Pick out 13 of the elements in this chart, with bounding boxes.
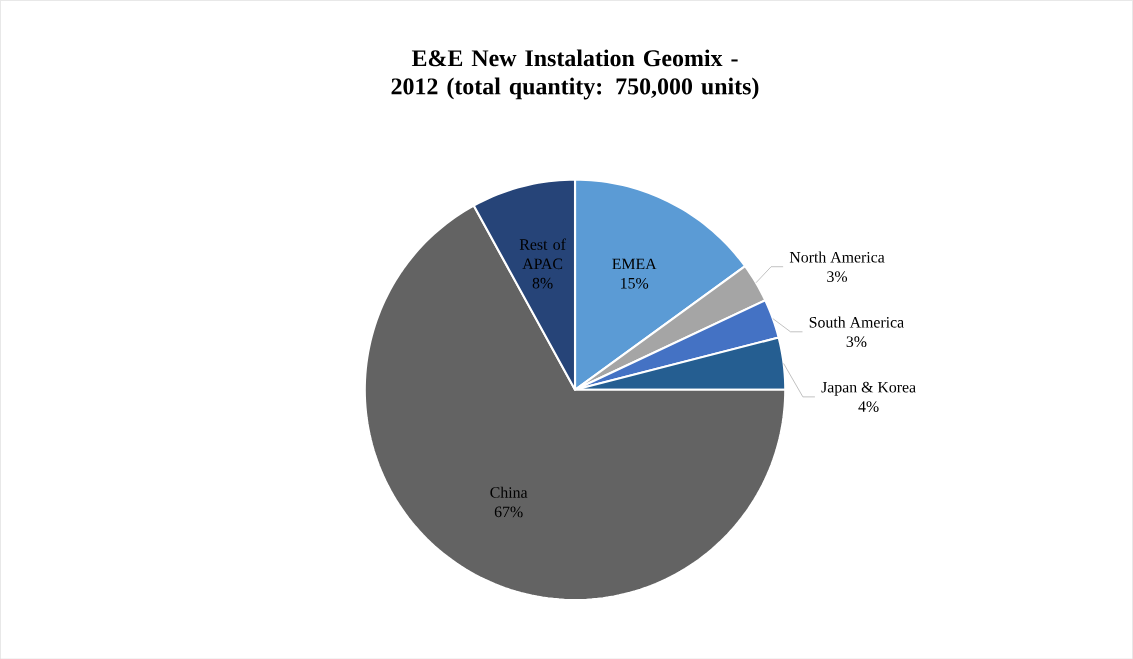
data-label: 67% [494,506,523,518]
slice-label: South America [809,316,904,328]
slice-label: North America [789,251,885,263]
slice-label: Rest of APAC [519,238,566,269]
data-label: 4% [858,400,879,412]
data-label: 3% [827,271,848,282]
data-label: 8% [532,277,553,289]
data-label: 3% [846,336,867,347]
slice-label: EMEA [612,258,657,269]
chart-title: E&E New Instalation Geomix - 2012 (total quantity: 750,000 units) [391,49,759,100]
slice-label: Japan & Korea [821,381,916,396]
data-label: 15% [621,277,649,289]
slice-label: China [490,486,528,498]
